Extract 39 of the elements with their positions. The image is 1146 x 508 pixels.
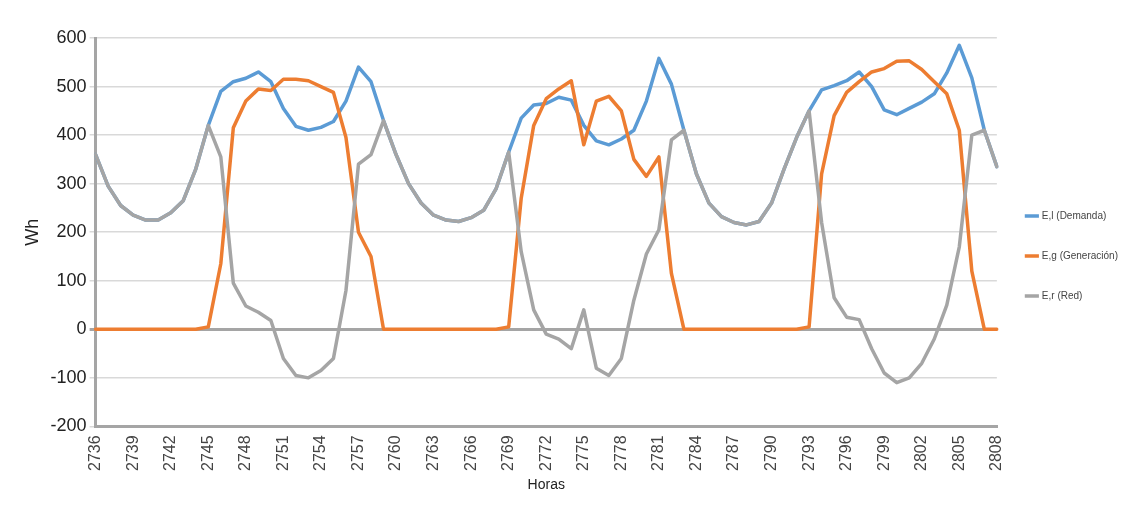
x-tick-label: 2772: [536, 435, 554, 471]
legend-label: E,r (Red): [1041, 289, 1083, 301]
x-tick-label: 2748: [236, 435, 254, 471]
x-tick-label: 2757: [348, 435, 366, 471]
x-tick-label: 2751: [273, 435, 291, 471]
legend-label: E,g (Generación): [1041, 249, 1119, 261]
y-tick-label: -200: [50, 415, 87, 436]
x-tick-label: 2781: [649, 435, 667, 471]
x-tick-label: 2754: [311, 435, 329, 471]
y-tick-label: 100: [56, 269, 87, 290]
y-tick-label: 500: [56, 75, 87, 96]
x-tick-label: 2805: [949, 435, 967, 471]
x-tick-label: 2739: [123, 435, 141, 471]
y-tick-label: 300: [56, 172, 87, 193]
x-tick-label: 2784: [686, 435, 704, 471]
x-tick-label: 2790: [761, 435, 779, 471]
legend-label: E,l (Demanda): [1041, 209, 1107, 221]
x-tick-label: 2775: [574, 435, 592, 471]
x-tick-label: 2808: [987, 435, 1005, 471]
y-tick-label: 200: [56, 221, 87, 242]
y-axis-title: Wh: [21, 218, 42, 246]
x-tick-label: 2799: [874, 435, 892, 471]
x-tick-label: 2769: [499, 435, 517, 471]
y-tick-label: 400: [56, 124, 87, 145]
x-tick-label: 2766: [461, 435, 479, 471]
y-tick-label: -100: [50, 366, 87, 387]
x-tick-label: 2745: [198, 435, 216, 471]
x-tick-label: 2793: [799, 435, 817, 471]
x-tick-label: 2796: [837, 435, 855, 471]
x-tick-label: 2778: [611, 435, 629, 471]
y-tick-label: 600: [56, 26, 87, 47]
x-tick-label: 2742: [161, 435, 179, 471]
x-tick-label: 2763: [423, 435, 441, 471]
x-tick-label: 2760: [386, 435, 404, 471]
x-tick-label: 2787: [724, 435, 742, 471]
x-axis-title: Horas: [527, 475, 565, 492]
x-tick-label: 2802: [912, 435, 930, 471]
x-tick-label: 2736: [86, 435, 104, 471]
y-tick-label: 0: [76, 318, 87, 339]
